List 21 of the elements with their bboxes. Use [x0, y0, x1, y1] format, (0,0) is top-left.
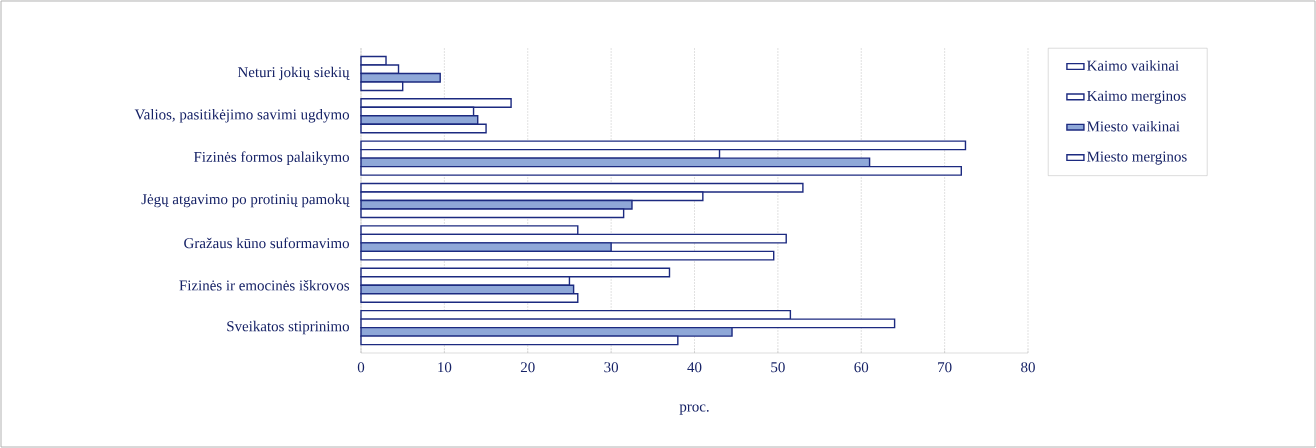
- x-tick-label: 20: [520, 362, 535, 373]
- legend-label: Kaimo merginos: [1087, 90, 1186, 104]
- x-tick-label: 70: [938, 362, 952, 373]
- x-tick-label: 30: [604, 362, 619, 373]
- x-tick-label: 10: [438, 362, 452, 373]
- legend-label: Miesto merginos: [1087, 151, 1187, 165]
- y-tick-label: Gražaus kūno suformavimo: [184, 237, 350, 249]
- x-tick-label: 50: [771, 362, 785, 373]
- x-tick-label: 0: [357, 362, 365, 373]
- x-tick-label: 60: [854, 362, 869, 373]
- y-tick-label: Jėgų atgavimo po protinių pamokų: [141, 193, 350, 208]
- y-tick-label: Neturi jokių siekių: [237, 66, 350, 81]
- y-tick-label: Sveikatos stiprinimo: [227, 320, 350, 335]
- legend-label: Kaimo vaikinai: [1087, 60, 1179, 71]
- x-tick-label: 80: [1021, 362, 1035, 373]
- x-tick-label: 40: [687, 362, 702, 373]
- legend-label: Miesto vaikinai: [1087, 120, 1180, 132]
- y-tick-label: Valios, pasitikėjimo savimi ugdymo: [134, 109, 350, 123]
- y-tick-label: Fizinės formos palaikymo: [193, 151, 350, 166]
- x-axis-title: proc.: [679, 404, 709, 415]
- y-tick-label: Fizinės ir emocinės iškrovos: [179, 279, 350, 291]
